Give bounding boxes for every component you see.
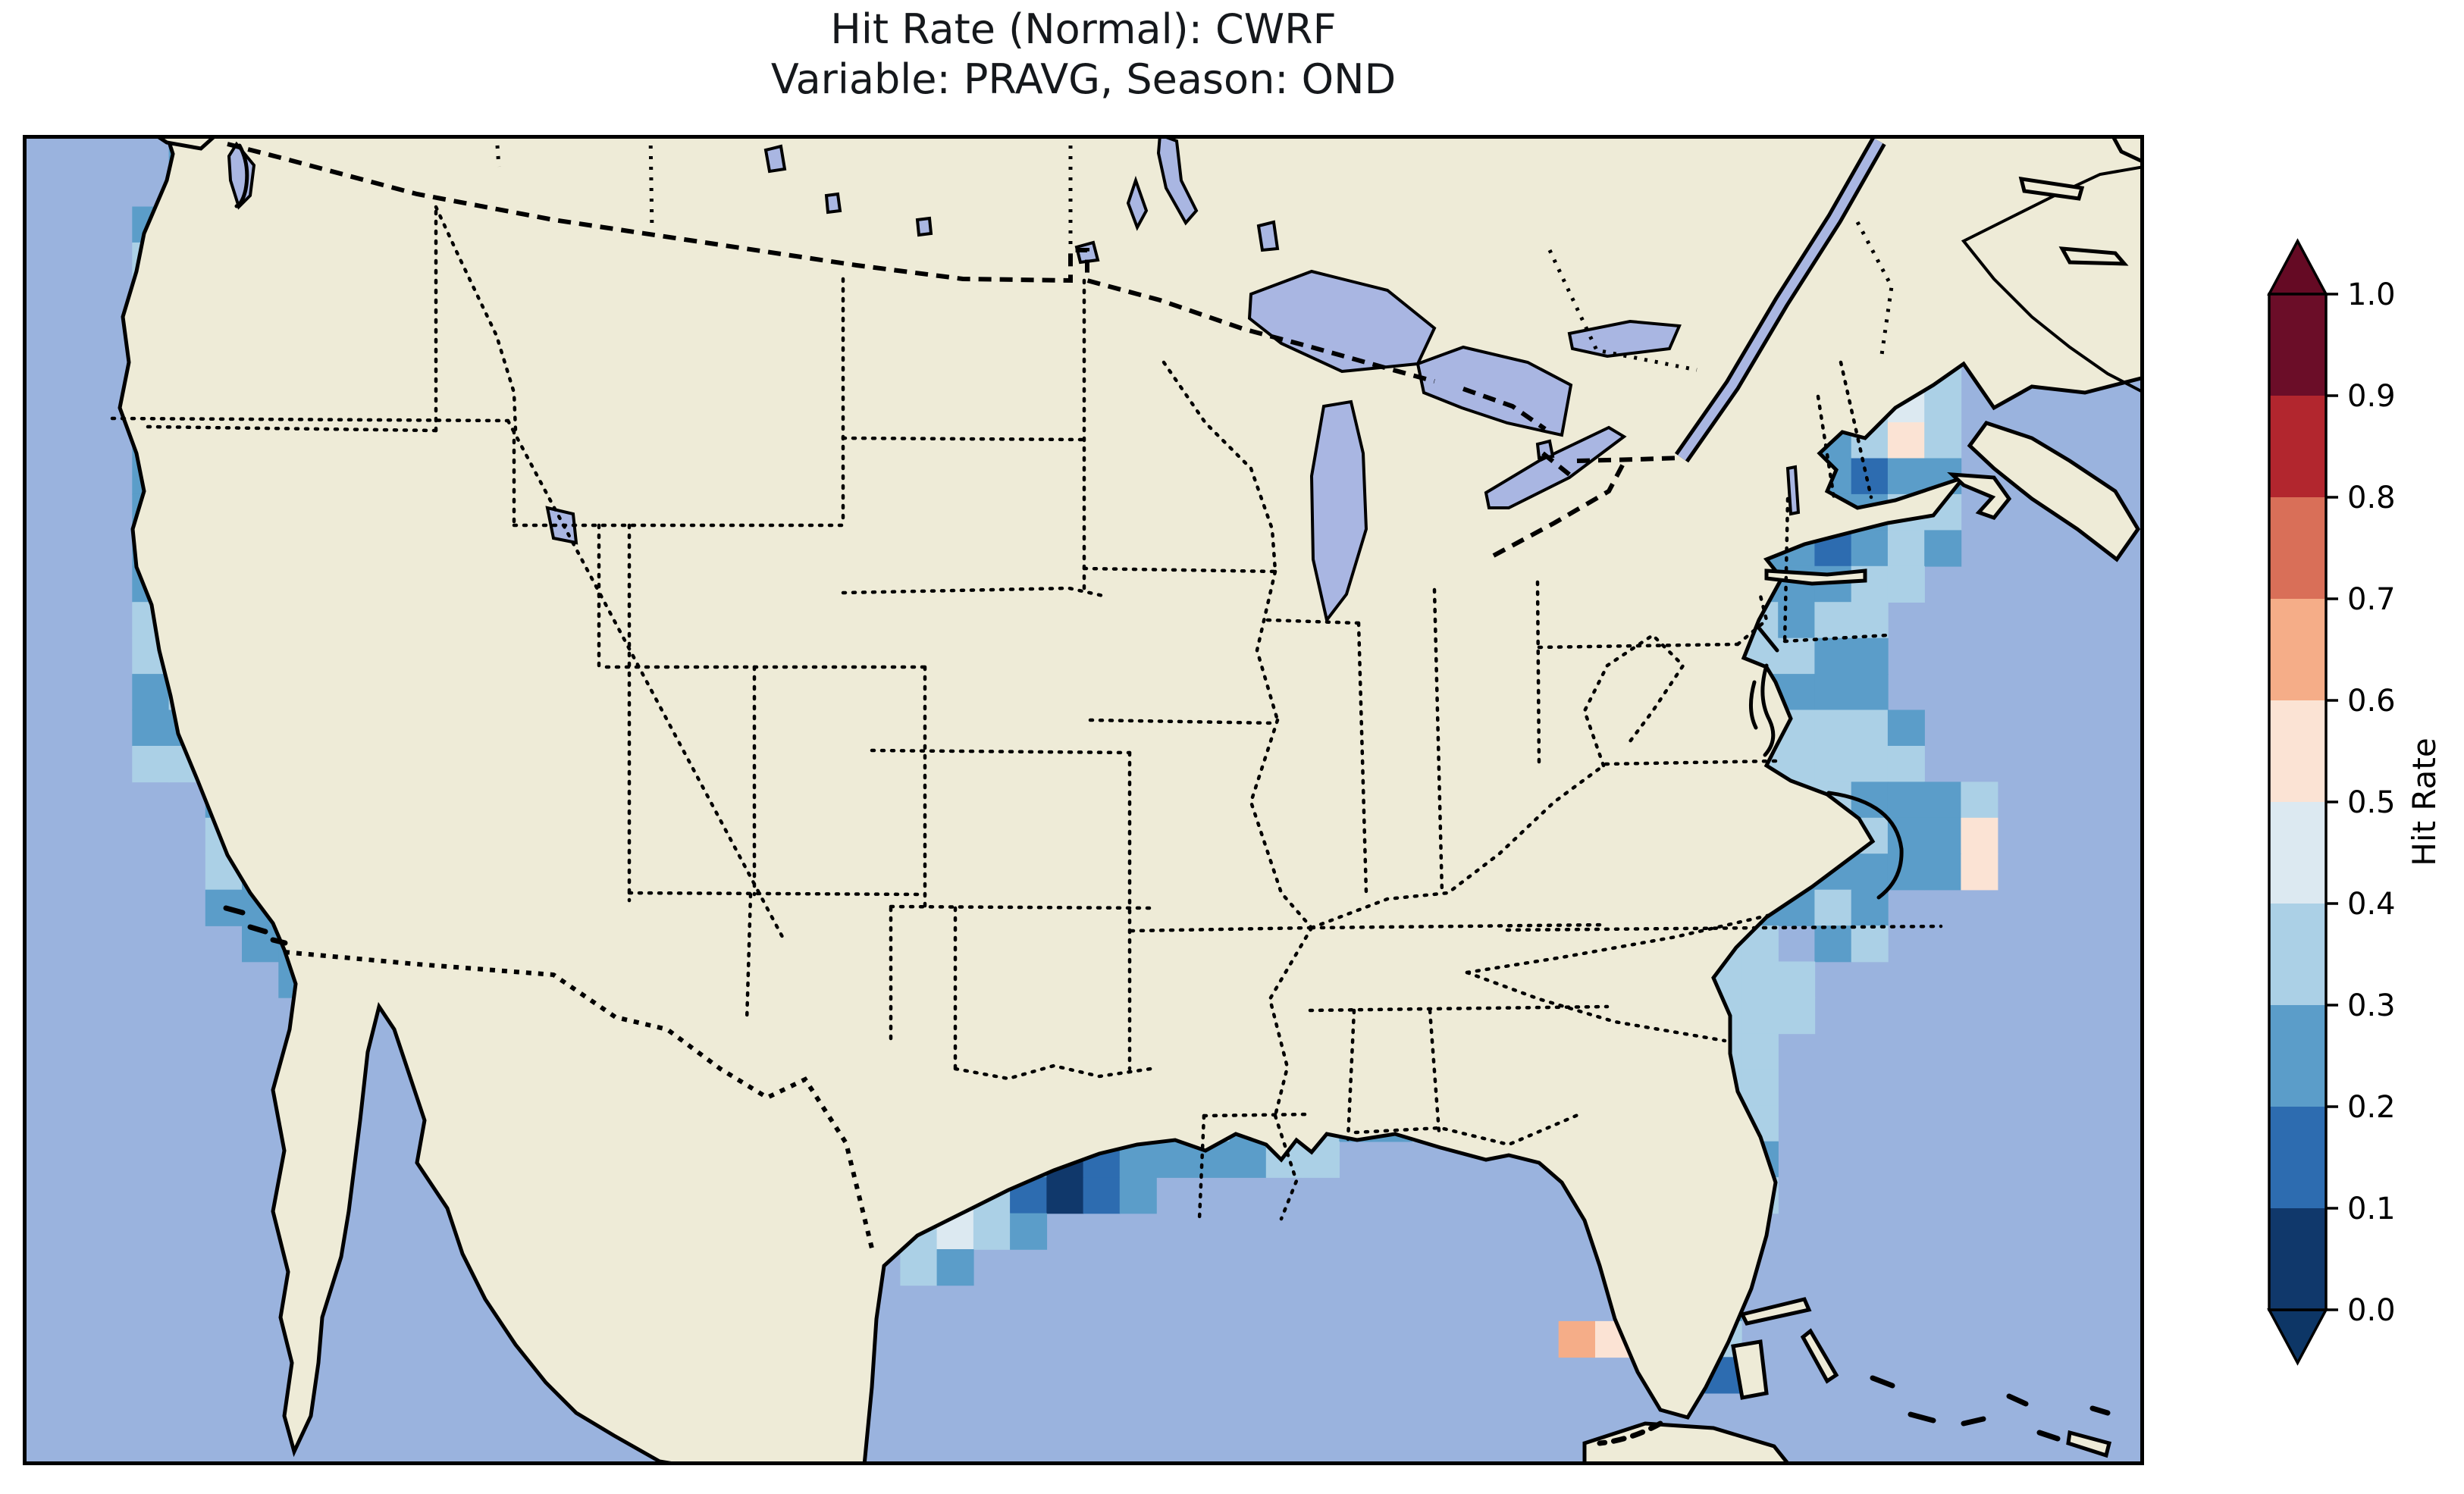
colorbar-label: Hit Rate <box>2406 738 2443 866</box>
lake-champlain <box>1785 465 1801 516</box>
canada-lake-3 <box>915 216 933 237</box>
us-map <box>23 135 2144 1465</box>
channel-islands <box>223 905 288 946</box>
chesapeake-bay <box>1749 663 1776 757</box>
canada-lake-1 <box>763 144 787 174</box>
colorbar-over-triangle <box>2267 238 2328 296</box>
colorbar-segment <box>2269 396 2326 497</box>
lake-nipigon <box>1256 220 1280 252</box>
hispaniola-bit <box>2066 1430 2112 1458</box>
colorbar-tick-label: 0.9 <box>2347 379 2396 414</box>
map-frame <box>23 135 2144 1465</box>
small-islands <box>223 143 2111 1446</box>
colorbar-tick-label: 0.6 <box>2347 684 2396 719</box>
andros-island <box>1731 1339 1769 1400</box>
lake-manitoba <box>1126 175 1149 231</box>
st-lawrence-river <box>1674 136 1886 463</box>
lake-michigan <box>1309 399 1368 624</box>
colorbar-segment <box>2269 1107 2326 1208</box>
colorbar-segment <box>2269 599 2326 700</box>
us-canada-border <box>227 142 1682 558</box>
colorbar-tick-label: 1.0 <box>2347 277 2396 312</box>
us-mexico-border <box>284 950 876 1255</box>
nova-scotia <box>1967 421 2140 562</box>
long-island <box>1764 568 1867 586</box>
colorbar-segment <box>2269 1005 2326 1107</box>
colorbar-segment <box>2269 1208 2326 1310</box>
chart-title-line1: Hit Rate (Normal): CWRF <box>830 5 1337 53</box>
outer-banks <box>1826 791 1904 900</box>
colorbar-tick-label: 0.7 <box>2347 582 2396 617</box>
bahama-dashes <box>1870 1375 2111 1442</box>
lake-huron <box>1415 345 1573 437</box>
colorbar-tick-label: 0.3 <box>2347 988 2396 1023</box>
cape-cod <box>1947 471 2012 520</box>
colorbar-under-triangle <box>2267 1308 2328 1366</box>
anticosti-island <box>2018 176 2085 201</box>
newfoundland-corner <box>2110 135 2144 164</box>
colorbar-segment <box>2269 802 2326 904</box>
colorbar-segment <box>2269 700 2326 802</box>
lake-st-clair <box>1535 439 1555 460</box>
great-lakes <box>227 135 1801 624</box>
colorbar: 0.0 0.1 0.2 0.3 0.4 0.5 0.6 0.7 0.8 0.9 1.0 Hit Ra… <box>2267 238 2443 1366</box>
delaware-bay <box>1755 624 1779 653</box>
colorbar-tick-label: 0.0 <box>2347 1293 2396 1328</box>
chart-title: Hit Rate (Normal): CWRF Variable: PRAVG,… <box>23 5 2144 105</box>
colorbar-tick-label: 0.4 <box>2347 887 2396 922</box>
colorbar-tick-label: 0.5 <box>2347 785 2396 820</box>
puget-channels <box>234 143 249 208</box>
prince-edward-island <box>2058 246 2129 266</box>
colorbar-segment <box>2269 904 2326 1005</box>
colorbar-segment <box>2269 294 2326 396</box>
grand-bahama <box>1739 1297 1812 1326</box>
florida-keys <box>1597 1420 1663 1446</box>
lake-winnipeg <box>1156 135 1199 226</box>
colorbar-segment <box>2269 497 2326 599</box>
state-borders <box>110 205 1943 1221</box>
canada-lake-2 <box>824 192 842 215</box>
chart-title-line2: Variable: PRAVG, Season: OND <box>770 55 1397 103</box>
colorbar-tick-label: 0.2 <box>2347 1090 2396 1125</box>
eleuthera <box>1800 1328 1839 1384</box>
gulf-coastline <box>1961 165 2144 394</box>
colorbar-tick-label: 0.8 <box>2347 481 2396 515</box>
colorbar-tick-label: 0.1 <box>2347 1192 2396 1226</box>
